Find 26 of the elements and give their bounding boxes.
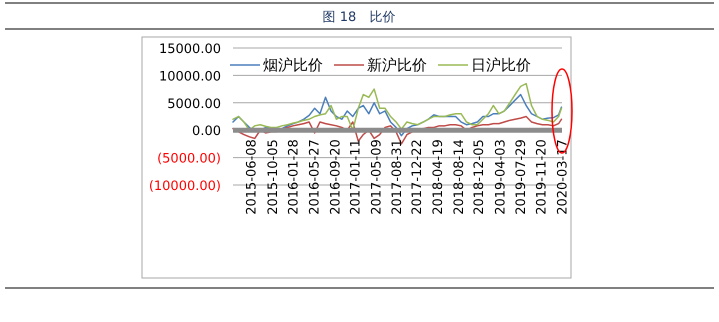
- x-tick-label: 2020-03-17: [555, 139, 570, 215]
- legend-label: 日沪比价: [471, 56, 531, 74]
- x-tick-label: 2017-05-09: [370, 139, 385, 215]
- x-tick-label: 2015-06-08: [244, 139, 260, 215]
- x-tick-label: 2018-04-19: [431, 139, 446, 215]
- y-tick-label: 0.00: [192, 124, 221, 140]
- x-tick-label: 2018-08-14: [452, 139, 467, 215]
- x-tick-label: 2017-08-31: [390, 139, 405, 215]
- y-tick-label: 5000.00: [167, 96, 221, 112]
- x-tick-label: 2016-01-28: [286, 139, 302, 215]
- x-tick-label: 2016-05-27: [308, 139, 323, 215]
- y-tick-label: (10000.00): [148, 179, 221, 194]
- y-tick-label: (5000.00): [157, 152, 221, 167]
- y-tick-label: 10000.00: [158, 69, 221, 84]
- x-tick-label: 2018-12-05: [472, 139, 488, 215]
- x-tick-label: 2017-12-22: [410, 139, 426, 215]
- chart-title: 图 18 比价: [322, 10, 396, 25]
- y-tick-label: 15000.00: [158, 42, 221, 57]
- x-tick-label: 2019-04-03: [493, 139, 508, 215]
- x-tick-label: 2017-01-11: [348, 139, 364, 215]
- x-tick-label: 2019-11-20: [534, 139, 550, 215]
- x-tick-label: 2015-10-05: [266, 139, 281, 215]
- x-tick-label: 2016-09-20: [328, 139, 344, 215]
- x-tick-label: 2019-07-29: [514, 139, 530, 215]
- legend-label: 新沪比价: [367, 56, 427, 74]
- legend-label: 烟沪比价: [263, 56, 323, 74]
